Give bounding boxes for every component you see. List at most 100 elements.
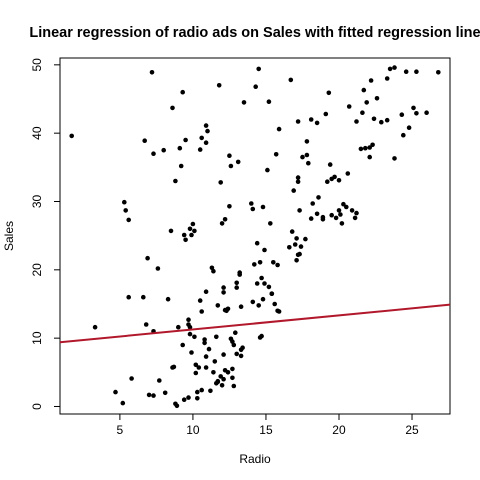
data-point (354, 210, 359, 216)
data-point (145, 255, 150, 261)
data-point (195, 389, 200, 395)
data-point (363, 145, 368, 151)
y-axis: 0 10 20 30 40 50 (30, 58, 60, 410)
x-tick-label: 5 (117, 423, 124, 437)
data-point (211, 268, 216, 274)
data-point (360, 110, 365, 115)
data-point (310, 201, 316, 206)
data-point (336, 178, 342, 183)
data-point (202, 340, 207, 346)
data-point (254, 281, 260, 286)
data-point (364, 100, 370, 105)
y-axis-label: Sales (2, 221, 16, 251)
x-axis-label: Radio (239, 452, 271, 466)
data-point (371, 116, 377, 122)
data-point (368, 78, 374, 83)
data-point (219, 383, 225, 388)
data-point (257, 260, 263, 265)
data-point (276, 126, 282, 132)
data-point (168, 228, 174, 234)
data-point (129, 376, 134, 381)
data-point (392, 65, 397, 70)
data-point (151, 393, 156, 398)
data-point (149, 70, 155, 75)
data-point (193, 370, 199, 376)
data-point (323, 111, 329, 117)
data-point (273, 152, 279, 157)
data-point (183, 137, 188, 143)
data-point (202, 337, 207, 342)
data-point (203, 123, 209, 128)
data-point (143, 322, 149, 327)
data-point (225, 306, 231, 312)
data-point (406, 125, 412, 130)
data-point (189, 350, 194, 355)
data-point (370, 142, 375, 148)
chart-title: Linear regression of radio ads on Sales … (29, 25, 480, 41)
data-point (146, 392, 152, 398)
data-point (358, 146, 364, 152)
data-point (308, 117, 314, 122)
data-point (295, 119, 301, 124)
data-point (256, 66, 262, 72)
data-point (186, 395, 191, 400)
data-point (259, 275, 264, 281)
data-point (325, 179, 330, 184)
data-point (297, 251, 302, 257)
data-point (262, 247, 267, 253)
data-point (205, 128, 210, 134)
data-point (126, 217, 131, 223)
data-point (218, 180, 223, 185)
data-point (234, 285, 239, 290)
data-point (295, 179, 301, 184)
data-point (235, 159, 241, 165)
data-point (170, 105, 175, 111)
data-point (222, 217, 228, 222)
y-tick-label: 10 (30, 331, 44, 345)
data-point (327, 162, 333, 167)
data-point (344, 204, 349, 210)
data-point (367, 154, 373, 160)
data-point (320, 214, 326, 220)
data-point (306, 160, 311, 166)
data-point (192, 228, 197, 234)
data-point (436, 70, 441, 75)
data-point (254, 240, 260, 246)
data-point (260, 296, 266, 302)
data-point (265, 167, 270, 173)
data-point (332, 174, 337, 180)
data-point (252, 262, 257, 267)
data-point (295, 175, 301, 180)
data-point (234, 280, 239, 286)
data-point (354, 119, 359, 124)
data-point (69, 133, 74, 139)
data-point (303, 236, 308, 242)
data-point (126, 294, 131, 300)
data-point (183, 237, 188, 243)
data-point (195, 396, 200, 401)
data-point (123, 208, 128, 213)
data-point (233, 330, 238, 336)
data-point (231, 383, 237, 389)
data-point (187, 226, 193, 232)
data-point (374, 96, 380, 101)
data-point (250, 206, 256, 212)
data-point (326, 90, 332, 96)
data-point (203, 289, 209, 295)
data-point (240, 345, 245, 351)
data-point (352, 215, 358, 221)
data-point (122, 199, 127, 205)
data-point (151, 151, 156, 156)
data-point (181, 397, 187, 403)
data-point (228, 163, 234, 169)
x-tick-label: 10 (186, 423, 200, 437)
y-tick-label: 30 (30, 194, 44, 208)
data-point (215, 378, 221, 384)
data-point (401, 132, 406, 138)
data-point (387, 66, 393, 72)
data-point (276, 309, 282, 314)
data-point (314, 120, 320, 126)
y-tick-label: 20 (30, 263, 44, 277)
data-point (253, 84, 258, 89)
data-point (113, 389, 118, 395)
